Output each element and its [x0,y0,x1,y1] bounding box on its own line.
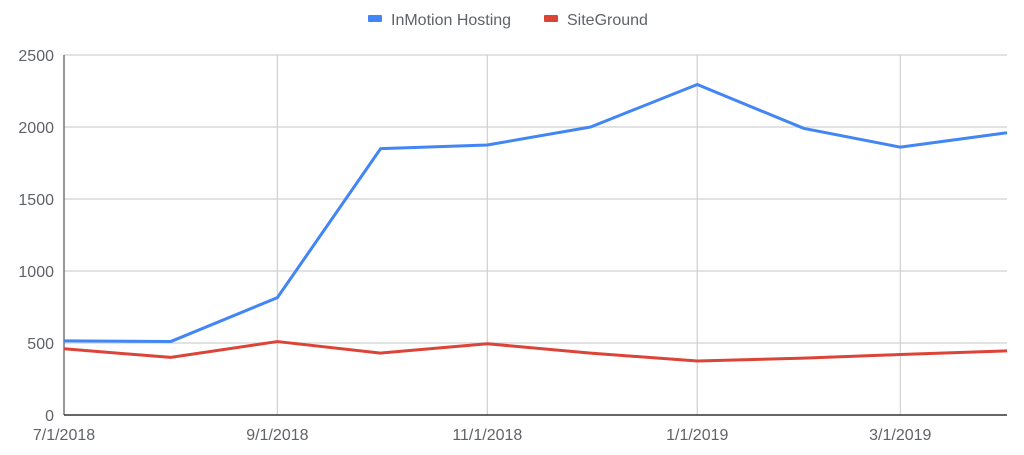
series-lines [63,83,1008,363]
axes: 0 500 1000 1500 2000 2500 7/1/2018 9/1/2018 11/1… [18,48,1007,444]
legend-swatch [368,15,382,22]
y-tick-label: 1500 [18,192,54,209]
y-tick-label: 2000 [18,120,54,137]
legend: InMotion Hosting SiteGround [368,12,648,29]
legend-label: SiteGround [567,12,648,29]
series-line-inmotion-hosting [63,83,1008,344]
y-tick-label: 1000 [18,264,54,281]
x-tick-label: 1/1/2019 [666,427,728,444]
legend-swatch [544,15,558,22]
x-tick-label: 7/1/2018 [33,427,95,444]
x-tick-label: 11/1/2018 [452,427,522,444]
gridlines [64,54,1007,415]
series-line-siteground [63,340,1008,363]
x-tick-label: 3/1/2019 [869,427,931,444]
y-tick-label: 2500 [18,48,54,65]
y-tick-label: 500 [27,336,54,353]
x-tick-label: 9/1/2018 [246,427,308,444]
y-tick-label: 0 [45,408,54,425]
legend-label: InMotion Hosting [391,12,511,29]
